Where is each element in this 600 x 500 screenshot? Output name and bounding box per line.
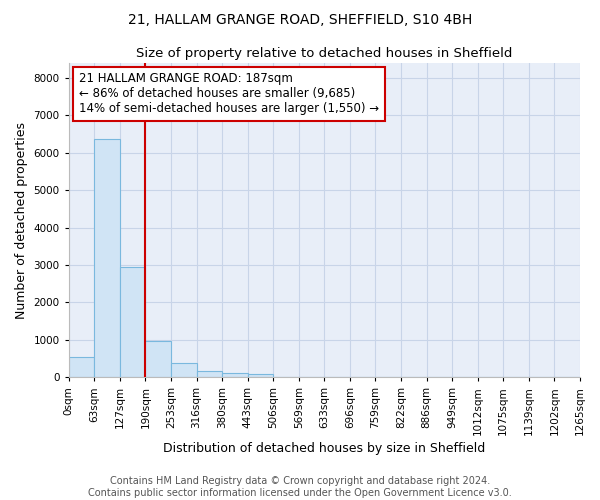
- Bar: [120, 267, 145, 378]
- Y-axis label: Number of detached properties: Number of detached properties: [15, 122, 28, 318]
- Bar: [94, 138, 120, 378]
- Bar: [145, 341, 171, 378]
- Bar: [69, 356, 94, 378]
- Text: 21 HALLAM GRANGE ROAD: 187sqm
← 86% of detached houses are smaller (9,685)
14% o: 21 HALLAM GRANGE ROAD: 187sqm ← 86% of d…: [79, 72, 379, 116]
- Bar: [171, 363, 197, 378]
- Bar: [222, 373, 248, 378]
- Text: 21, HALLAM GRANGE ROAD, SHEFFIELD, S10 4BH: 21, HALLAM GRANGE ROAD, SHEFFIELD, S10 4…: [128, 12, 472, 26]
- Bar: [248, 374, 273, 378]
- Bar: [197, 371, 222, 378]
- Text: Contains HM Land Registry data © Crown copyright and database right 2024.
Contai: Contains HM Land Registry data © Crown c…: [88, 476, 512, 498]
- X-axis label: Distribution of detached houses by size in Sheffield: Distribution of detached houses by size …: [163, 442, 485, 455]
- Title: Size of property relative to detached houses in Sheffield: Size of property relative to detached ho…: [136, 48, 512, 60]
